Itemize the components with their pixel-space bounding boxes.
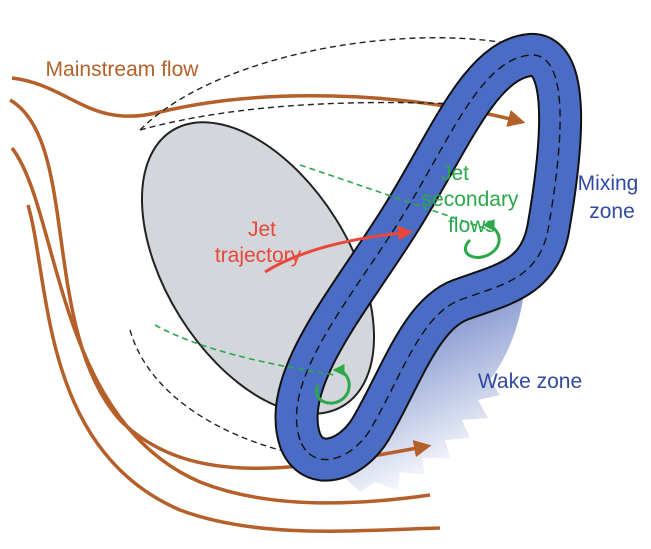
label: Mainstream flow	[46, 58, 200, 81]
wake-zone	[345, 285, 525, 492]
label: flows	[448, 214, 496, 237]
label: secondary	[422, 188, 519, 211]
trajectory-arrow	[264, 225, 413, 274]
secondary-flow-lines	[154, 164, 491, 376]
dashed-outlines	[129, 37, 531, 456]
mixing-ring	[274, 33, 583, 482]
vortex-arrows	[315, 219, 501, 405]
label: Jet	[248, 218, 276, 241]
label: zone	[589, 200, 635, 223]
label: Wake zone	[478, 370, 582, 393]
label: Jet	[441, 162, 469, 185]
label: Mixing	[578, 172, 639, 195]
label: trajectory	[215, 244, 302, 267]
